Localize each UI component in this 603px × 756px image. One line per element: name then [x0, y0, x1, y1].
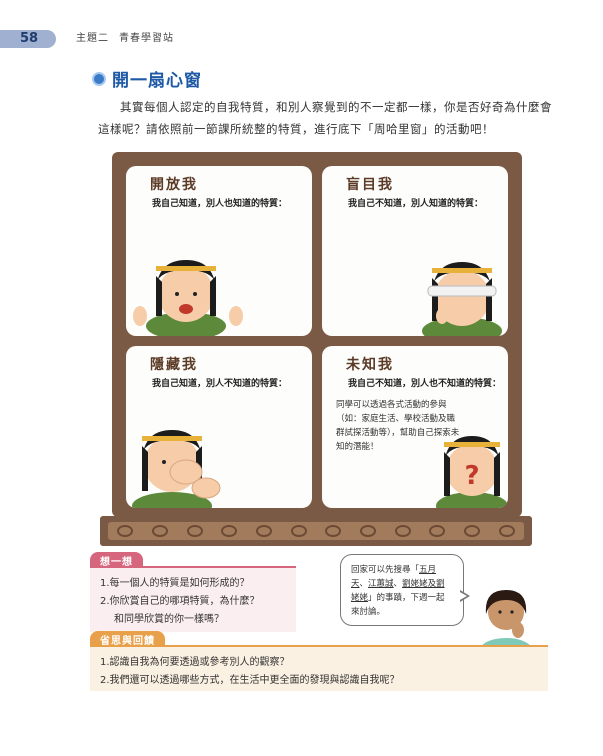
pane-title: 未知我 [346, 357, 394, 373]
think-label: 想一想 [90, 552, 143, 569]
pane-blind-self: 盲目我 我自己不知道，別人知道的特質： [322, 166, 508, 336]
think-item: 和同學欣賞的你一樣嗎？ [114, 614, 224, 625]
swirl-ornament [394, 525, 411, 537]
swirl-ornament [151, 525, 168, 537]
think-item: 1.每一個人的特質是如何形成的？ [100, 578, 250, 589]
page-number: 58 [20, 31, 39, 46]
pane-subtitle: 我自己知道，別人也知道的特質： [152, 199, 288, 209]
swirl-ornament [359, 525, 376, 537]
swirl-ornament [117, 525, 134, 537]
swirl-ornament [325, 525, 342, 537]
pane-title: 盲目我 [346, 177, 394, 193]
reflect-item: 1.認識自我為何要透過或參考別人的觀察？ [100, 657, 290, 668]
reflect-box: 1.認識自我為何要透過或參考別人的觀察？ 2.我們還可以透過哪些方式，在生活中更… [90, 645, 548, 691]
intro-paragraph: 其實每個人認定的自我特質，和別人察覺到的不一定都一樣，你是否好奇為什麼會這樣呢？… [98, 100, 552, 136]
girl-waving-illustration [133, 260, 243, 336]
chapter-title: 青春學習站 [119, 33, 174, 44]
pane-unknown-self: 未知我 我自己不知道，別人也不知道的特質： 同學可以透過各式活動的參與（如：家庭… [322, 346, 508, 508]
pane-subtitle: 我自己不知道，別人也不知道的特質： [348, 379, 502, 389]
pane-open-self: 開放我 我自己知道，別人也知道的特質： [126, 166, 312, 336]
think-box: 1.每一個人的特質是如何形成的？ 2.你欣賞自己的哪項特質，為什麼？ 和同學欣賞… [90, 566, 296, 632]
swirl-ornament [255, 525, 272, 537]
pane-hidden-self: 隱藏我 我自己知道，別人不知道的特質： [126, 346, 312, 508]
bubble-tail-fill [458, 591, 467, 601]
section-title: 開一扇心窗 [92, 66, 202, 91]
pane-subtitle: 我自己不知道，別人知道的特質： [348, 199, 484, 209]
pane-title: 隱藏我 [150, 357, 198, 373]
chapter-header: 主題二 青春學習站 [76, 30, 174, 48]
reflect-label: 省思與回饋 [90, 631, 165, 648]
speech-bubble: 回家可以先搜尋「五月天、江蕙誠、劉姥姥及劉姥姥」的事蹟，下週一起來討論。 [340, 554, 464, 626]
johari-window: 開放我 我自己知道，別人也知道的特質： 盲目我 我自己不知道，別人知道的特質： [112, 152, 522, 517]
bubble-text: 、 [359, 579, 369, 589]
bubble-text: 」的事蹟，下週一起來討論。 [351, 593, 445, 617]
bubble-name: 劉姥姥及劉姥姥 [351, 579, 445, 603]
faceless-girl-illustration: ? [436, 436, 508, 508]
swirl-ornament [463, 525, 480, 537]
swirl-ornament [221, 525, 238, 537]
swirl-ornament [186, 525, 203, 537]
pane-note: 同學可以透過各式活動的參與（如：家庭生活、學校活動及職群試探活動等），幫助自己探… [336, 400, 460, 452]
swirl-ornament [498, 525, 515, 537]
swirl-ornament [429, 525, 446, 537]
swirl-ornament [290, 525, 307, 537]
bullet-icon [92, 71, 106, 86]
section-title-text: 開一扇心窗 [112, 71, 202, 91]
bubble-name: 江蕙誠 [368, 579, 394, 589]
pane-title: 開放我 [150, 177, 198, 193]
girl-covering-mouth-illustration [132, 430, 221, 508]
svg-text:?: ? [464, 461, 479, 491]
window-sill [100, 516, 532, 546]
thinking-girl-illustration [480, 590, 532, 654]
think-item: 2.你欣賞自己的哪項特質，為什麼？ [100, 596, 260, 607]
sill-decoration [108, 522, 524, 540]
chapter-label: 主題二 [76, 33, 109, 44]
bubble-text: 回家可以先搜尋「 [351, 565, 420, 575]
bubble-name: 五月天 [351, 565, 437, 589]
blindfolded-girl-illustration [422, 262, 502, 336]
reflect-item: 2.我們還可以透過哪些方式，在生活中更全面的發現與認識自我呢？ [100, 675, 400, 686]
pane-subtitle: 我自己知道，別人不知道的特質： [152, 379, 288, 389]
bubble-text: 、 [393, 579, 403, 589]
page-tab [0, 30, 56, 48]
